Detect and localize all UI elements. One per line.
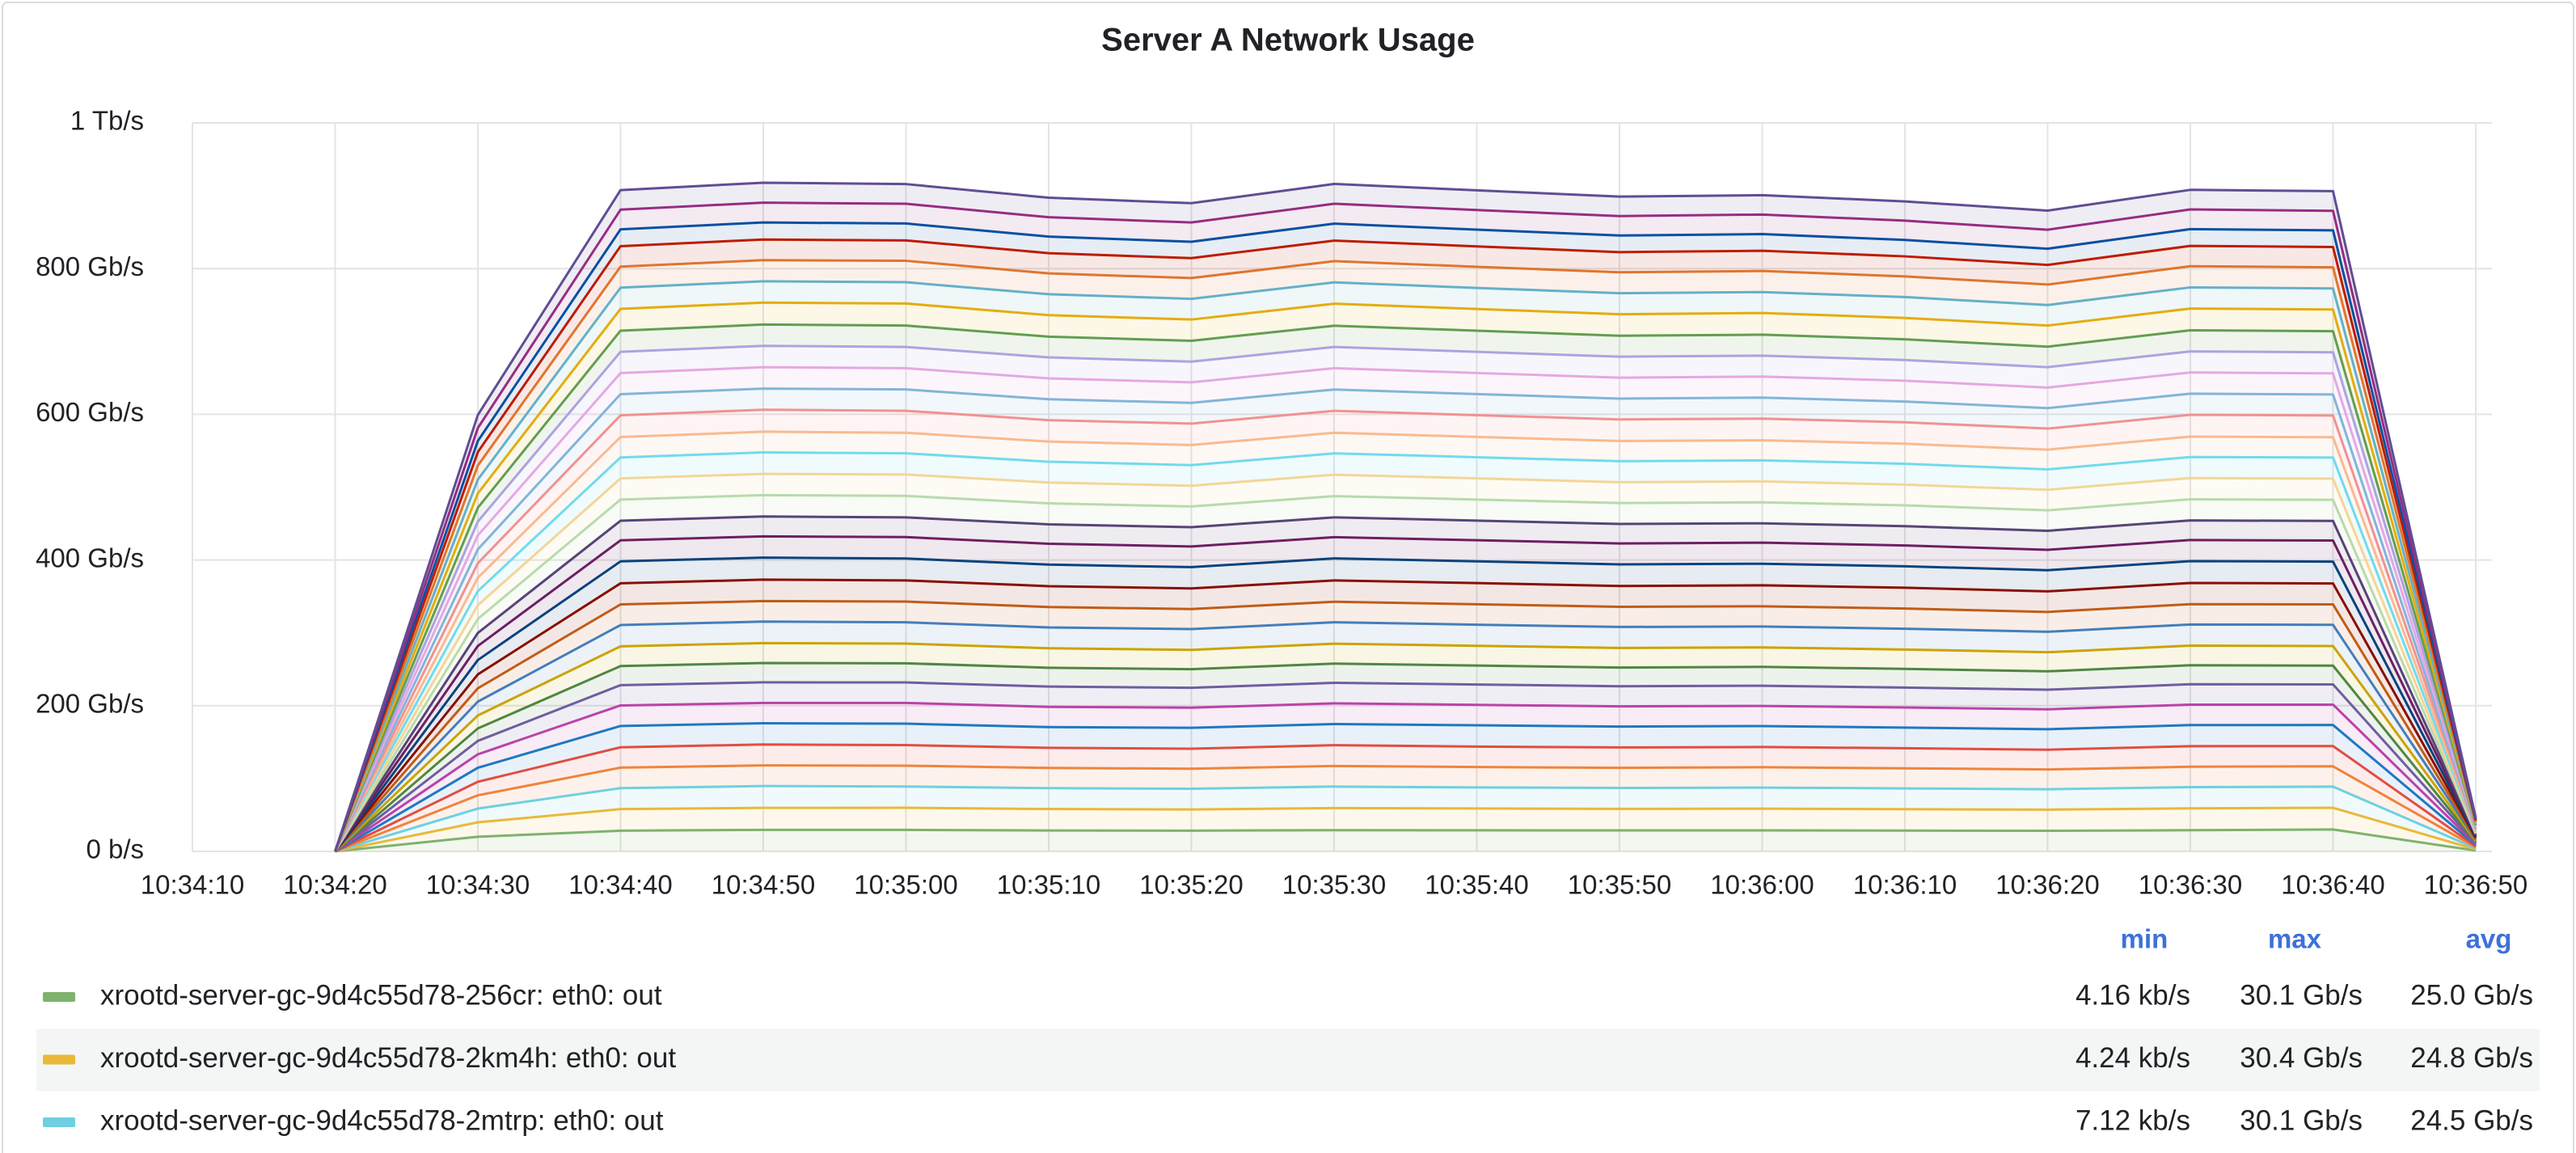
legend-stat: 25.0 Gb/s — [2410, 979, 2533, 1011]
series-line — [334, 387, 2477, 852]
series-line — [334, 181, 2477, 852]
grid: 0 b/s 200 Gb/s 400 Gb/s 600 Gb/s 800 Gb/s 1 T… — [36, 106, 2527, 900]
series-line — [334, 722, 2477, 853]
series-area — [335, 723, 2476, 851]
legend-stat: 4.24 kb/s — [2076, 1042, 2190, 1074]
legend-column-header: max — [2268, 924, 2322, 954]
series-line — [334, 743, 2477, 853]
series-line — [334, 515, 2477, 852]
series-line — [335, 784, 2477, 853]
legend-label[interactable]: xrootd-server-gc-9d4c55d78-2km4h: eth0: … — [100, 1042, 676, 1074]
series-line — [334, 323, 2477, 852]
legend-swatch — [43, 1117, 75, 1127]
x-tick-label: 10:34:10 — [141, 870, 244, 900]
series-line — [334, 681, 2477, 853]
series-area — [335, 765, 2476, 851]
x-tick-label: 10:35:10 — [997, 870, 1100, 900]
legend: min max avg xrootd-server-gc-9d4c55d78-256c… — [36, 924, 2540, 1136]
series-line — [334, 764, 2477, 853]
series-line — [335, 806, 2477, 853]
x-tick-label: 10:34:40 — [568, 870, 672, 900]
series-line — [334, 280, 2477, 852]
y-tick-label: 1 Tb/s — [70, 106, 144, 136]
series-line — [334, 238, 2477, 852]
series-area — [335, 663, 2476, 851]
legend-label[interactable]: xrootd-server-gc-9d4c55d78-256cr: eth0: … — [100, 979, 662, 1011]
y-tick-label: 200 Gb/s — [36, 689, 144, 719]
legend-column-header: min — [2121, 924, 2168, 954]
x-tick-label: 10:36:10 — [1853, 870, 1957, 900]
series-line — [334, 472, 2477, 852]
y-tick-label: 0 b/s — [86, 834, 144, 864]
series-area — [335, 621, 2476, 851]
x-tick-label: 10:36:20 — [1995, 870, 2099, 900]
x-tick-label: 10:35:30 — [1282, 870, 1386, 900]
series-line — [334, 578, 2477, 852]
legend-stat: 30.1 Gb/s — [2240, 979, 2363, 1011]
series-line — [334, 408, 2477, 852]
y-tick-label: 400 Gb/s — [36, 543, 144, 572]
legend-stat: 24.8 Gb/s — [2410, 1042, 2533, 1074]
series-line — [334, 641, 2477, 853]
legend-label[interactable]: xrootd-server-gc-9d4c55d78-2mtrp: eth0: … — [100, 1104, 664, 1136]
x-tick-label: 10:36:40 — [2281, 870, 2384, 900]
y-tick-label: 600 Gb/s — [36, 397, 144, 427]
series-line — [334, 493, 2477, 852]
legend-stat: 4.16 kb/s — [2076, 979, 2190, 1011]
series-line — [334, 365, 2477, 852]
series-line — [334, 259, 2477, 852]
legend-swatch — [43, 992, 75, 1002]
series-line — [334, 451, 2477, 852]
series-line — [334, 201, 2477, 852]
x-tick-label: 10:36:30 — [2139, 870, 2242, 900]
legend-stat: 30.4 Gb/s — [2240, 1042, 2363, 1074]
x-tick-label: 10:35:00 — [854, 870, 957, 900]
y-tick-label: 800 Gb/s — [36, 251, 144, 281]
x-tick-label: 10:35:40 — [1425, 870, 1528, 900]
legend-swatch — [43, 1054, 75, 1065]
chart-title: Server A Network Usage — [1101, 23, 1475, 58]
series-line — [334, 556, 2477, 852]
x-tick-label: 10:34:20 — [283, 870, 386, 900]
series-line — [334, 534, 2477, 852]
series-line — [335, 828, 2477, 853]
series-line — [334, 430, 2477, 852]
series-line — [334, 301, 2477, 852]
series-area — [335, 703, 2476, 851]
series-area — [335, 682, 2476, 851]
x-tick-label: 10:36:50 — [2424, 870, 2527, 900]
series-line — [334, 620, 2477, 853]
areas — [335, 182, 2476, 852]
x-tick-label: 10:34:50 — [712, 870, 815, 900]
series-line — [334, 661, 2477, 853]
lines — [334, 181, 2477, 853]
series-area — [335, 786, 2476, 851]
series-line — [334, 701, 2477, 853]
series-area — [335, 829, 2476, 851]
x-tick-label: 10:35:50 — [1568, 870, 1671, 900]
legend-stat: 30.1 Gb/s — [2240, 1104, 2363, 1136]
series-line — [334, 344, 2477, 852]
legend-stat: 7.12 kb/s — [2076, 1104, 2190, 1136]
x-tick-label: 10:36:00 — [1710, 870, 1814, 900]
x-tick-label: 10:34:30 — [426, 870, 530, 900]
legend-stat: 24.5 Gb/s — [2410, 1104, 2533, 1136]
series-area — [335, 643, 2476, 851]
series-line — [334, 599, 2477, 852]
series-line — [334, 221, 2477, 852]
x-tick-label: 10:35:20 — [1139, 870, 1243, 900]
legend-row-background — [36, 1028, 2540, 1092]
legend-column-header: avg — [2466, 924, 2512, 954]
